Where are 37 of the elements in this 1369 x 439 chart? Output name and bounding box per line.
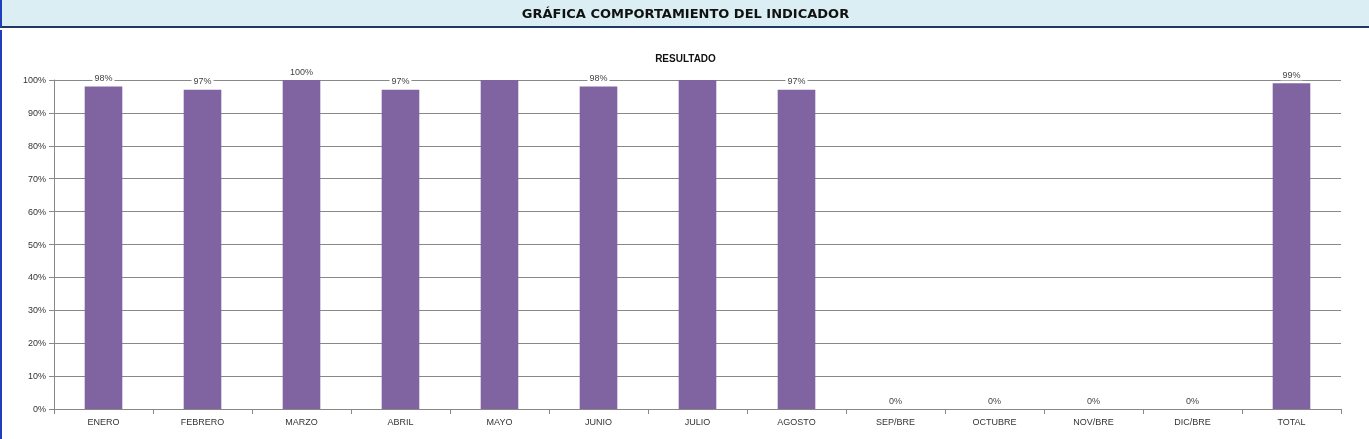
y-tick-label: 0% — [32, 404, 46, 414]
y-tick-label: 70% — [27, 173, 46, 184]
x-tick-label: MARZO — [285, 416, 318, 427]
x-tick-label: DIC/BRE — [1174, 416, 1211, 427]
data-label: 0% — [888, 395, 903, 406]
y-tick-label: 20% — [27, 338, 46, 349]
data-label: 97% — [787, 76, 806, 87]
y-tick-label: 10% — [27, 371, 46, 382]
data-label: 97% — [391, 76, 410, 87]
y-tick-label: 100% — [22, 75, 46, 85]
x-tick-label: JUNIO — [585, 416, 612, 427]
x-tick-label: ABRIL — [387, 416, 414, 427]
x-tick-label: TOTAL — [1277, 416, 1306, 427]
data-label: 99% — [1282, 69, 1301, 80]
y-tick-label: 60% — [27, 206, 46, 217]
x-tick-label: SEP/BRE — [875, 416, 916, 427]
x-tick-label: NOV/BRE — [1073, 416, 1114, 427]
data-label: 0% — [1086, 395, 1101, 406]
y-tick-label: 30% — [27, 305, 46, 316]
chart-title: GRÁFICA COMPORTAMIENTO DEL INDICADOR — [0, 0, 1369, 28]
data-label: 100% — [289, 66, 314, 77]
data-label: 98% — [94, 73, 113, 84]
y-tick-label: 90% — [27, 107, 46, 118]
data-label: 0% — [987, 395, 1002, 406]
data-label: 0% — [1185, 395, 1200, 406]
x-tick-label: ENERO — [87, 416, 120, 427]
x-tick-label: MAYO — [486, 416, 513, 427]
data-label: 97% — [193, 76, 212, 87]
y-tick-label: 80% — [27, 140, 46, 151]
x-tick-label: JULIO — [684, 416, 711, 427]
x-tick-label: FEBRERO — [180, 416, 225, 427]
x-tick-label: OCTUBRE — [972, 416, 1017, 427]
data-label: 98% — [589, 73, 608, 84]
x-tick-label: AGOSTO — [777, 416, 816, 427]
chart-subtitle: RESULTADO — [655, 52, 717, 64]
y-tick-label: 40% — [27, 272, 46, 283]
y-tick-label: 50% — [27, 239, 46, 250]
